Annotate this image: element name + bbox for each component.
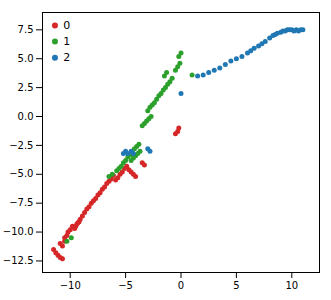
svg-text:−10.0: −10.0	[3, 226, 34, 237]
svg-text:−12.5: −12.5	[3, 255, 34, 266]
svg-text:7.5: 7.5	[18, 24, 34, 35]
svg-text:−10: −10	[60, 280, 81, 291]
svg-text:10: 10	[285, 280, 298, 291]
svg-text:5: 5	[233, 280, 239, 291]
svg-text:−5.0: −5.0	[9, 168, 33, 179]
svg-text:−5: −5	[118, 280, 133, 291]
svg-text:0: 0	[63, 19, 70, 32]
svg-text:0.0: 0.0	[18, 111, 34, 122]
svg-text:−7.5: −7.5	[9, 197, 33, 208]
svg-text:2: 2	[63, 51, 70, 64]
svg-text:5.0: 5.0	[18, 53, 34, 64]
svg-text:2.5: 2.5	[18, 82, 34, 93]
svg-text:0: 0	[178, 280, 184, 291]
svg-text:−2.5: −2.5	[9, 140, 33, 151]
svg-text:1: 1	[63, 35, 70, 48]
